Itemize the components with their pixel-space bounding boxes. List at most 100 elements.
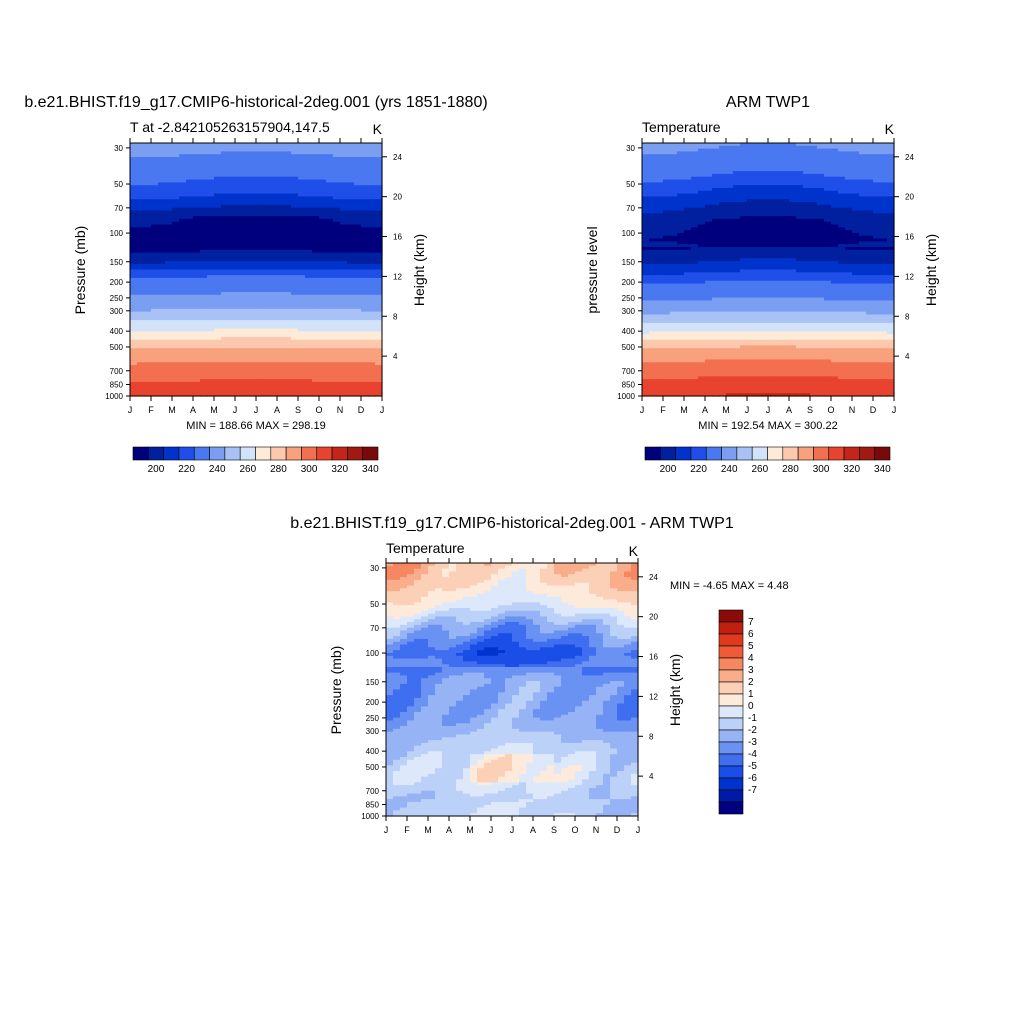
contour-cell bbox=[228, 148, 236, 153]
contour-cell bbox=[810, 182, 818, 186]
contour-cell bbox=[305, 356, 313, 361]
contour-cell bbox=[642, 173, 650, 178]
contour-cell bbox=[747, 159, 755, 164]
contour-cell bbox=[326, 393, 334, 397]
contour-cell bbox=[361, 308, 369, 313]
contour-cell bbox=[200, 283, 208, 287]
contour-cell bbox=[319, 306, 327, 310]
contour-cell bbox=[284, 331, 292, 335]
contour-cell bbox=[340, 159, 348, 164]
contour-cell bbox=[137, 258, 145, 262]
contour-cell bbox=[207, 171, 215, 175]
contour-cell bbox=[249, 345, 257, 349]
contour-cell bbox=[656, 182, 664, 186]
contour-cell bbox=[291, 331, 299, 335]
contour-cell bbox=[361, 157, 369, 161]
contour-cell bbox=[144, 376, 152, 380]
contour-cell bbox=[656, 168, 664, 172]
contour-cell bbox=[151, 247, 159, 251]
contour-cell bbox=[333, 151, 341, 155]
contour-cell bbox=[270, 277, 278, 282]
contour-cell bbox=[193, 322, 201, 327]
contour-cell bbox=[326, 359, 334, 363]
contour-cell bbox=[130, 258, 138, 262]
contour-cell bbox=[270, 325, 278, 330]
contour-cell bbox=[207, 283, 215, 287]
contour-cell bbox=[228, 176, 236, 181]
contour-cell bbox=[691, 171, 699, 175]
contour-cell bbox=[200, 263, 208, 268]
contour-cell bbox=[228, 328, 236, 332]
contour-cell bbox=[200, 297, 208, 302]
contour-cell bbox=[817, 151, 825, 155]
contour-cell bbox=[221, 210, 229, 214]
contour-cell bbox=[796, 179, 804, 183]
contour-cell bbox=[200, 159, 208, 164]
contour-cell bbox=[228, 320, 236, 324]
contour-cell bbox=[158, 269, 166, 273]
contour-cell bbox=[312, 283, 320, 287]
contour-cell bbox=[740, 182, 748, 186]
contour-cell bbox=[270, 238, 278, 242]
contour-cell bbox=[368, 190, 376, 195]
contour-cell bbox=[200, 244, 208, 248]
contour-cell bbox=[172, 168, 180, 172]
contour-cell bbox=[186, 244, 194, 248]
contour-cell bbox=[249, 204, 257, 209]
contour-cell bbox=[158, 277, 166, 282]
contour-cell bbox=[144, 339, 152, 344]
contour-cell bbox=[207, 300, 215, 304]
contour-cell bbox=[249, 165, 257, 169]
contour-cell bbox=[214, 379, 222, 383]
contour-cell bbox=[810, 162, 818, 167]
contour-cell bbox=[361, 393, 369, 397]
contour-cell bbox=[319, 185, 327, 189]
contour-cell bbox=[291, 168, 299, 172]
contour-cell bbox=[642, 162, 650, 167]
contour-cell bbox=[179, 227, 187, 231]
contour-cell bbox=[312, 286, 320, 290]
contour-cell bbox=[263, 370, 271, 375]
contour-cell bbox=[340, 176, 348, 181]
contour-cell bbox=[256, 244, 264, 248]
contour-cell bbox=[649, 182, 657, 186]
contour-cell bbox=[249, 351, 257, 355]
contour-cell bbox=[733, 145, 741, 150]
contour-cell bbox=[144, 261, 152, 265]
contour-cell bbox=[305, 308, 313, 313]
contour-cell bbox=[333, 351, 341, 355]
contour-cell bbox=[312, 272, 320, 276]
contour-cell bbox=[207, 393, 215, 397]
contour-cell bbox=[740, 154, 748, 158]
contour-cell bbox=[165, 311, 173, 316]
contour-cell bbox=[298, 261, 306, 265]
contour-cell bbox=[326, 373, 334, 377]
contour-cell bbox=[172, 218, 180, 223]
contour-cell bbox=[361, 291, 369, 296]
contour-cell bbox=[249, 306, 257, 310]
contour-cell bbox=[165, 244, 173, 248]
contour-cell bbox=[354, 207, 362, 212]
contour-cell bbox=[270, 353, 278, 358]
contour-cell bbox=[354, 185, 362, 189]
contour-cell bbox=[207, 345, 215, 349]
contour-cell bbox=[144, 230, 152, 234]
contour-cell bbox=[319, 252, 327, 257]
contour-cell bbox=[368, 159, 376, 164]
contour-cell bbox=[242, 182, 250, 186]
contour-cell bbox=[298, 334, 306, 338]
contour-cell bbox=[228, 356, 236, 361]
contour-cell bbox=[354, 362, 362, 366]
contour-cell bbox=[172, 230, 180, 234]
contour-cell bbox=[803, 159, 811, 164]
contour-cell bbox=[284, 221, 292, 226]
height-tick-label: 16 bbox=[393, 233, 402, 242]
contour-cell bbox=[347, 387, 355, 391]
contour-cell bbox=[242, 235, 250, 240]
contour-cell bbox=[137, 241, 145, 245]
contour-cell bbox=[361, 269, 369, 273]
contour-cell bbox=[179, 148, 187, 153]
contour-cell bbox=[284, 387, 292, 391]
contour-cell bbox=[347, 218, 355, 223]
contour-cell bbox=[326, 365, 334, 369]
